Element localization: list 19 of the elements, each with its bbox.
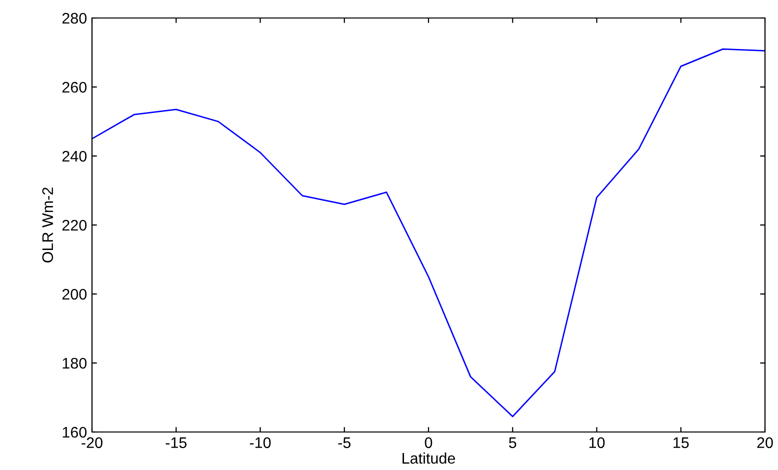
y-tick-label: 160 [62,426,87,438]
x-tick-label: -15 [166,437,187,448]
x-tick-label: 0 [424,437,432,448]
y-axis-title: OLR Wm-2 [42,188,54,262]
y-tick-label: 240 [62,150,87,162]
x-axis-title: Latitude [402,452,456,464]
line-series [92,48,765,418]
y-tick-label: 260 [62,82,87,93]
y-tick-label: 220 [62,220,87,231]
y-tick-label: 180 [62,358,87,369]
y-tick-label: 280 [62,12,87,24]
x-tick-label: -20 [82,437,102,448]
x-tick-label: -5 [338,437,351,448]
x-tick-label: 15 [674,437,689,448]
x-tick-label: 5 [508,437,516,448]
x-tick-label: 20 [757,437,773,448]
y-tick-label: 200 [62,288,87,300]
x-tick-label: 10 [589,437,605,448]
x-tick-label: -10 [250,437,271,448]
